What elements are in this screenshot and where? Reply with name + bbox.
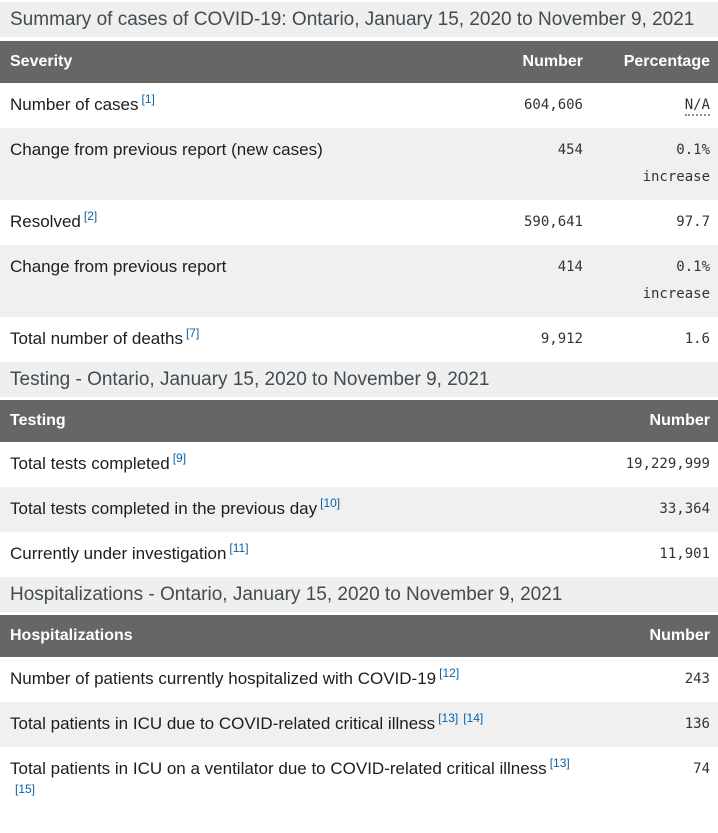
row-label: Resolved bbox=[10, 212, 81, 231]
testing-section-title: Testing - Ontario, January 15, 2020 to N… bbox=[0, 362, 718, 397]
row-label-cell: Change from previous report bbox=[0, 245, 461, 317]
row-percentage-cell: N/A bbox=[591, 83, 718, 128]
row-number: 19,229,999 bbox=[625, 456, 710, 472]
severity-table-header-row: Severity Number Percentage bbox=[0, 41, 718, 83]
testing-table: Testing Number Total tests completed [9] … bbox=[0, 400, 718, 577]
number-column-header: Number bbox=[586, 615, 718, 657]
na-abbreviation: N/A bbox=[684, 97, 710, 116]
row-label: Number of cases bbox=[10, 95, 139, 114]
row-percentage: 97.7 bbox=[676, 214, 710, 230]
row-percentage: 1.6 bbox=[684, 331, 710, 347]
footnote-link-11[interactable]: [11] bbox=[229, 541, 249, 556]
footnote-link-7[interactable]: [7] bbox=[185, 326, 200, 341]
row-number: 33,364 bbox=[659, 501, 710, 517]
row-label: Total patients in ICU due to COVID-relat… bbox=[10, 714, 436, 733]
footnote-link-12[interactable]: [12] bbox=[439, 666, 460, 681]
row-label-cell: Resolved [2] bbox=[0, 200, 461, 245]
row-label-cell: Number of cases [1] bbox=[0, 83, 461, 128]
testing-table-header-row: Testing Number bbox=[0, 400, 718, 442]
row-number: 136 bbox=[684, 716, 710, 732]
severity-column-header: Severity bbox=[0, 41, 461, 83]
row-label-cell: Change from previous report (new cases) bbox=[0, 128, 461, 200]
row-label: Total tests completed in the previous da… bbox=[10, 499, 318, 518]
table-row: Total patients in ICU on a ventilator du… bbox=[0, 747, 718, 817]
row-number: 9,912 bbox=[540, 331, 583, 347]
row-percentage: 0.1% increase bbox=[642, 142, 710, 185]
footnote-link-14[interactable]: [14] bbox=[463, 711, 484, 726]
hospitalizations-table-header-row: Hospitalizations Number bbox=[0, 615, 718, 657]
row-number: 243 bbox=[684, 671, 710, 687]
row-label: Change from previous report (new cases) bbox=[10, 140, 323, 159]
row-label: Change from previous report bbox=[10, 257, 227, 276]
row-number: 11,901 bbox=[659, 546, 710, 562]
table-row: Total number of deaths [7] 9,912 1.6 bbox=[0, 317, 718, 362]
footnote-link-15[interactable]: [15] bbox=[15, 782, 36, 797]
row-label-cell: Currently under investigation [11] bbox=[0, 532, 586, 577]
row-label: Currently under investigation bbox=[10, 544, 227, 563]
row-label-cell: Total tests completed [9] bbox=[0, 442, 586, 487]
table-row: Total tests completed in the previous da… bbox=[0, 487, 718, 532]
table-row: Resolved [2] 590,641 97.7 bbox=[0, 200, 718, 245]
hospitalizations-table: Hospitalizations Number Number of patien… bbox=[0, 615, 718, 817]
row-label: Number of patients currently hospitalize… bbox=[10, 669, 437, 688]
row-number: 74 bbox=[693, 761, 710, 777]
table-row: Change from previous report (new cases) … bbox=[0, 128, 718, 200]
row-number: 604,606 bbox=[523, 97, 583, 113]
row-label-cell: Total tests completed in the previous da… bbox=[0, 487, 586, 532]
table-row: Number of cases [1] 604,606 N/A bbox=[0, 83, 718, 128]
number-column-header: Number bbox=[461, 41, 591, 83]
table-row: Change from previous report 414 0.1% inc… bbox=[0, 245, 718, 317]
row-percentage: 0.1% increase bbox=[642, 259, 710, 302]
table-row: Total tests completed [9] 19,229,999 bbox=[0, 442, 718, 487]
row-number: 414 bbox=[557, 259, 583, 275]
row-label: Total patients in ICU on a ventilator du… bbox=[10, 759, 547, 778]
row-number: 590,641 bbox=[523, 214, 583, 230]
covid-data-page: Summary of cases of COVID-19: Ontario, J… bbox=[0, 2, 718, 817]
footnote-link-13[interactable]: [13] bbox=[438, 711, 459, 726]
row-label-cell: Number of patients currently hospitalize… bbox=[0, 657, 586, 702]
row-label: Total tests completed bbox=[10, 454, 170, 473]
footnote-link-13b[interactable]: [13] bbox=[549, 756, 570, 771]
footnote-link-1[interactable]: [1] bbox=[141, 92, 155, 107]
hospitalizations-section-title: Hospitalizations - Ontario, January 15, … bbox=[0, 577, 718, 612]
testing-column-header: Testing bbox=[0, 400, 586, 442]
row-label-cell: Total patients in ICU due to COVID-relat… bbox=[0, 702, 586, 747]
severity-table: Severity Number Percentage Number of cas… bbox=[0, 41, 718, 362]
section-hospitalizations: Hospitalizations - Ontario, January 15, … bbox=[0, 577, 718, 817]
percentage-column-header: Percentage bbox=[591, 41, 718, 83]
row-label-cell: Total number of deaths [7] bbox=[0, 317, 461, 362]
table-row: Total patients in ICU due to COVID-relat… bbox=[0, 702, 718, 747]
row-label-cell: Total patients in ICU on a ventilator du… bbox=[0, 747, 586, 817]
table-row: Currently under investigation [11] 11,901 bbox=[0, 532, 718, 577]
footnote-link-10[interactable]: [10] bbox=[320, 496, 341, 511]
footnote-link-2[interactable]: [2] bbox=[83, 209, 98, 224]
summary-section-title: Summary of cases of COVID-19: Ontario, J… bbox=[0, 2, 718, 37]
section-summary: Summary of cases of COVID-19: Ontario, J… bbox=[0, 2, 718, 362]
row-label: Total number of deaths bbox=[10, 329, 183, 348]
table-row: Number of patients currently hospitalize… bbox=[0, 657, 718, 702]
footnote-link-9[interactable]: [9] bbox=[172, 451, 187, 466]
section-testing: Testing - Ontario, January 15, 2020 to N… bbox=[0, 362, 718, 577]
hospitalizations-column-header: Hospitalizations bbox=[0, 615, 586, 657]
row-number: 454 bbox=[557, 142, 583, 158]
number-column-header: Number bbox=[586, 400, 718, 442]
